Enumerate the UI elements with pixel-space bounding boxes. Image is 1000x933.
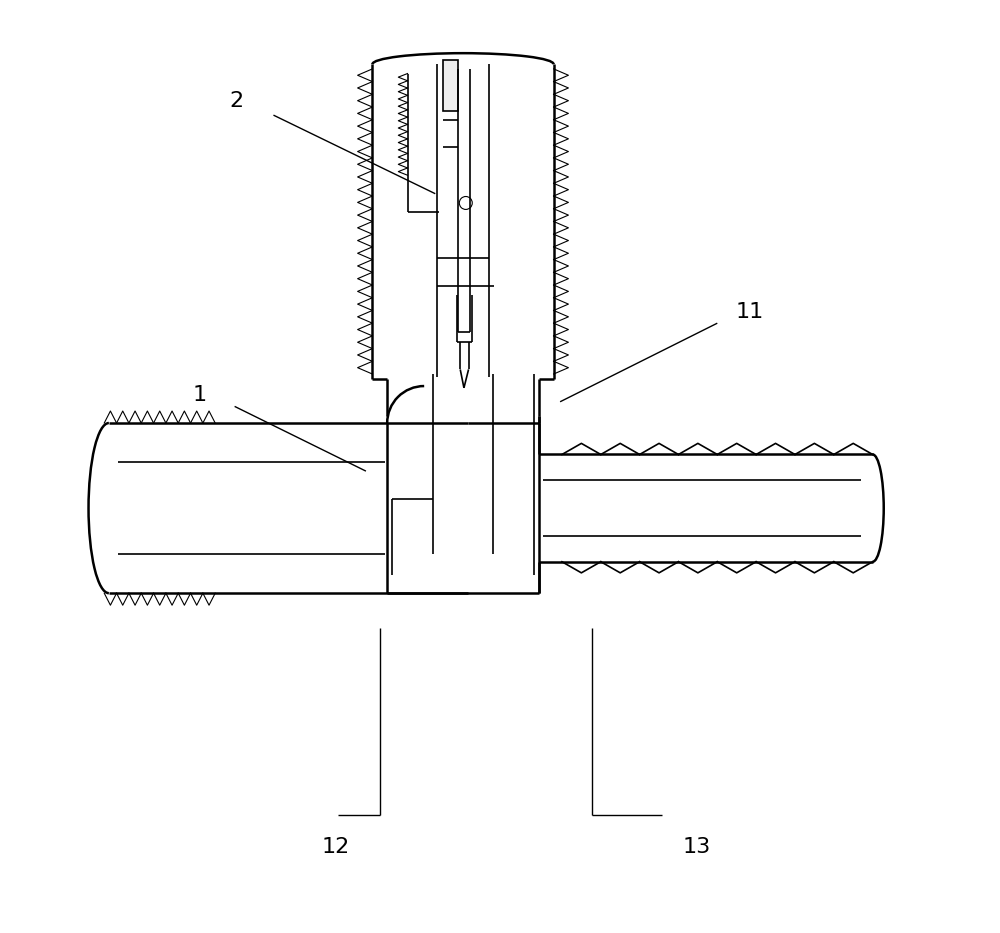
- Text: 12: 12: [321, 838, 350, 857]
- Text: 2: 2: [229, 91, 244, 111]
- Text: 13: 13: [683, 838, 711, 857]
- Text: 1: 1: [192, 385, 207, 405]
- Text: 11: 11: [736, 302, 764, 322]
- Bar: [443, 60, 458, 110]
